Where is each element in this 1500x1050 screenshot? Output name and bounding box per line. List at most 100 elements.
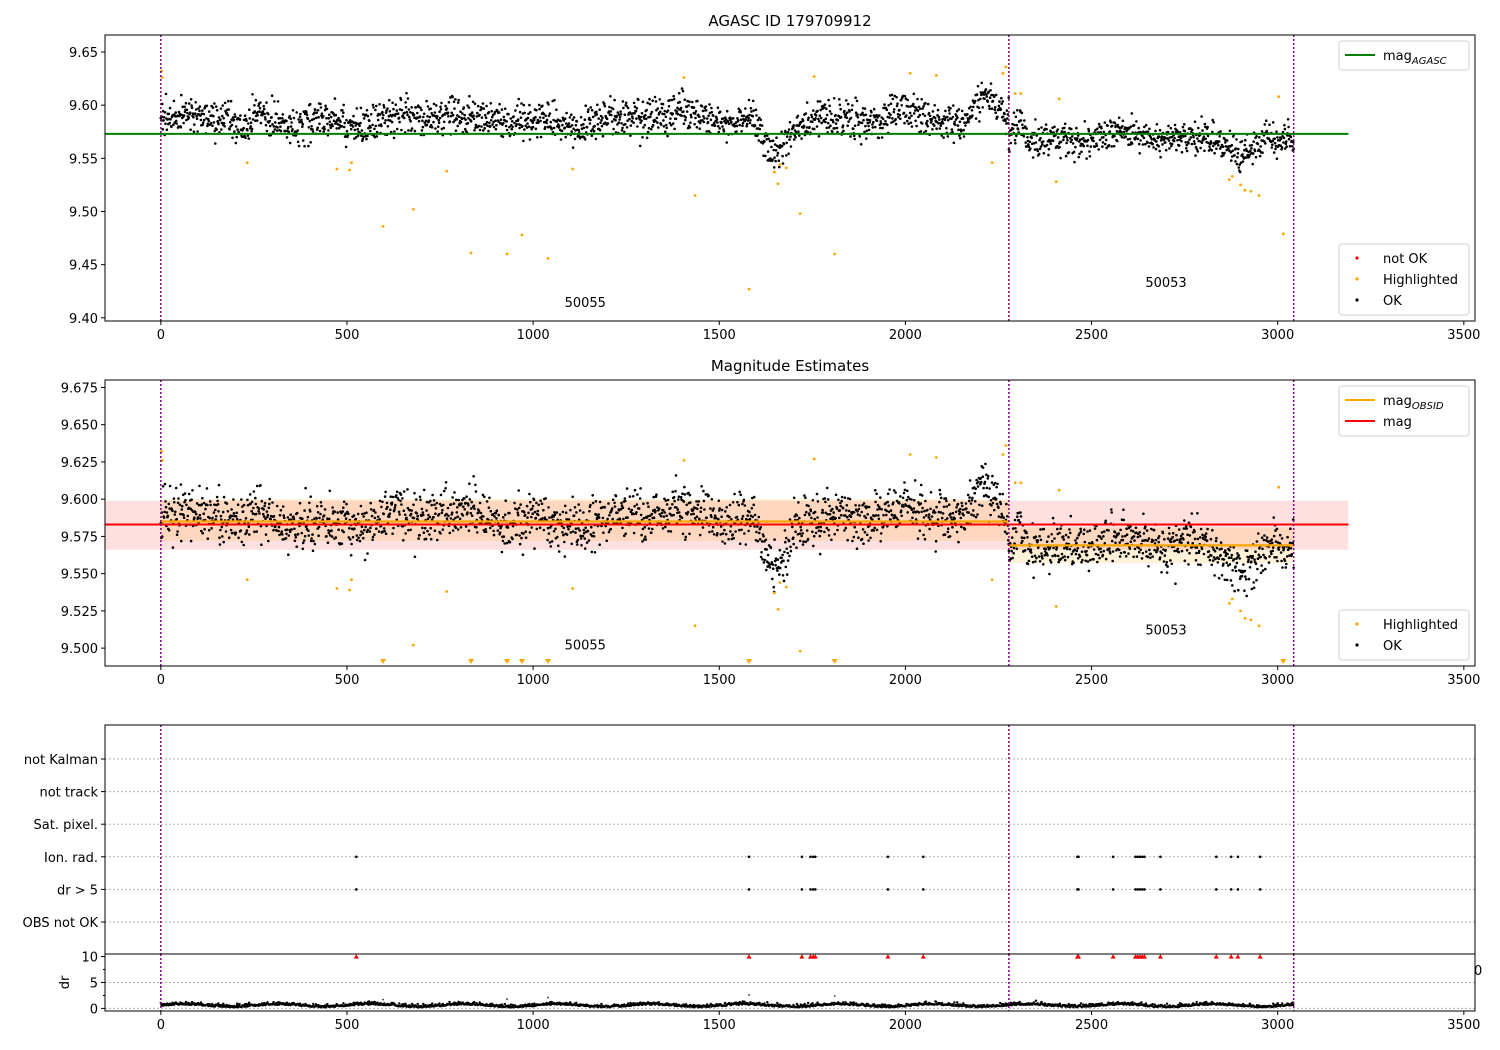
ok-point xyxy=(487,129,490,133)
ok-point xyxy=(638,497,642,500)
ok-point xyxy=(435,501,439,505)
ok-point xyxy=(867,505,871,509)
ok-point xyxy=(526,116,530,120)
ok-point xyxy=(533,510,537,514)
ok-point xyxy=(870,111,873,114)
ok-point xyxy=(1034,118,1037,121)
ok-point xyxy=(875,528,879,532)
highlighted-point xyxy=(445,590,449,593)
ok-point xyxy=(945,505,949,508)
ok-point xyxy=(804,496,807,500)
ok-point xyxy=(317,534,320,537)
ok-point xyxy=(179,512,182,516)
ok-point xyxy=(964,502,968,505)
ok-point xyxy=(1273,556,1276,559)
ok-point xyxy=(879,532,883,535)
y-tick-label: 9.60 xyxy=(69,99,98,114)
ok-point xyxy=(923,537,927,541)
ok-point xyxy=(788,120,792,124)
ok-point xyxy=(1255,578,1258,582)
ok-point xyxy=(1286,535,1289,539)
ok-point xyxy=(1236,155,1239,159)
ok-point xyxy=(841,506,845,510)
ok-point xyxy=(1166,565,1169,568)
ok-point xyxy=(296,532,300,536)
ok-point xyxy=(879,126,882,130)
ok-point xyxy=(947,109,951,112)
ok-point xyxy=(439,108,443,111)
ok-point xyxy=(577,527,580,530)
ok-point xyxy=(405,91,408,95)
ok-point xyxy=(177,110,181,114)
ok-point xyxy=(677,91,681,95)
ok-point xyxy=(970,499,974,502)
ok-point xyxy=(375,104,378,108)
ok-point xyxy=(917,511,921,514)
ok-point xyxy=(496,529,500,532)
ok-point xyxy=(331,124,334,128)
ok-point xyxy=(1194,154,1197,157)
ok-point xyxy=(364,525,367,529)
ok-point xyxy=(1062,535,1065,538)
ok-point xyxy=(1244,578,1248,581)
ok-point xyxy=(301,517,304,520)
ok-point xyxy=(784,565,788,569)
ok-point xyxy=(1012,546,1016,550)
ok-point xyxy=(712,121,716,125)
ok-point xyxy=(715,118,719,121)
ok-point xyxy=(683,98,687,101)
ok-point xyxy=(426,105,430,108)
ok-point xyxy=(1258,136,1261,139)
ok-point xyxy=(819,108,822,112)
ok-point xyxy=(971,496,974,500)
ok-point xyxy=(905,114,908,117)
ok-point xyxy=(789,135,792,138)
ok-point xyxy=(1099,130,1102,134)
ok-point xyxy=(809,509,813,513)
ok-point xyxy=(361,137,365,141)
ok-point xyxy=(1254,155,1258,159)
ok-point xyxy=(1157,540,1160,544)
ok-point xyxy=(186,111,189,115)
ok-point xyxy=(986,477,990,480)
ok-point xyxy=(994,111,997,114)
ok-point xyxy=(162,116,166,119)
ok-point xyxy=(284,537,288,540)
ok-point xyxy=(869,536,872,540)
ok-point xyxy=(735,124,739,128)
ok-point xyxy=(749,106,753,110)
ok-point xyxy=(611,498,615,502)
ok-point xyxy=(960,501,963,505)
ok-point xyxy=(464,525,468,528)
ok-point xyxy=(307,534,311,537)
ok-point xyxy=(336,518,340,521)
ok-point xyxy=(502,115,506,119)
ok-point xyxy=(1200,115,1203,118)
ok-point xyxy=(747,98,751,102)
ok-point xyxy=(1230,143,1234,147)
ok-point xyxy=(746,514,749,517)
ok-point xyxy=(613,505,617,508)
ok-point xyxy=(719,533,722,536)
ok-point xyxy=(636,125,639,128)
ok-point xyxy=(230,123,234,127)
ok-point xyxy=(847,120,850,123)
ok-point xyxy=(369,501,373,505)
ok-point xyxy=(805,529,809,532)
ok-point xyxy=(1211,559,1215,562)
ok-point xyxy=(1141,551,1145,555)
ok-point xyxy=(381,110,384,114)
ok-point xyxy=(182,513,185,517)
ok-point xyxy=(843,529,846,532)
ok-point xyxy=(390,501,394,505)
ok-point xyxy=(489,124,492,128)
ok-point xyxy=(1104,519,1107,523)
ok-point xyxy=(404,101,407,104)
ok-point xyxy=(364,134,367,138)
ok-point xyxy=(311,549,315,553)
ok-point xyxy=(1062,538,1066,541)
ok-point xyxy=(448,531,452,535)
ok-point xyxy=(831,130,834,134)
legend-label: not OK xyxy=(1383,252,1428,267)
ok-point xyxy=(891,514,894,517)
